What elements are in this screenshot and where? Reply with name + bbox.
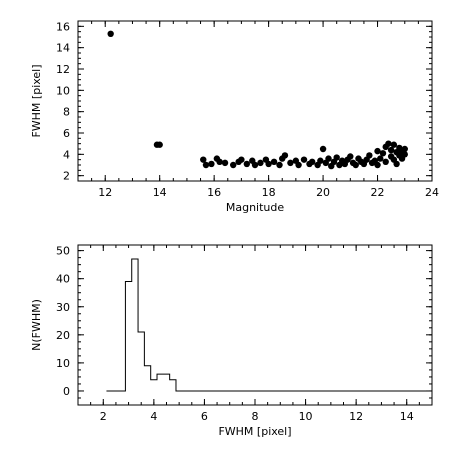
y-tick-label: 14 — [56, 42, 70, 55]
scatter-y-axis-label: FWHM [pixel] — [30, 64, 43, 137]
x-tick-label: 20 — [316, 186, 330, 199]
x-tick-label: 14 — [153, 186, 167, 199]
scatter-point — [366, 152, 373, 159]
scatter-point — [281, 152, 289, 159]
x-tick-label: 8 — [252, 410, 259, 423]
scatter-point — [317, 157, 324, 164]
scatter-point — [257, 159, 264, 167]
scatter-point — [243, 160, 251, 168]
scatter-point — [377, 155, 384, 162]
y-tick-label: 10 — [56, 357, 70, 370]
x-tick-label: 2 — [100, 410, 107, 423]
x-tick-label: 18 — [262, 186, 276, 199]
scatter-point — [352, 161, 359, 169]
x-tick-label: 16 — [207, 186, 221, 199]
x-tick-label: 12 — [98, 186, 112, 199]
scatter-point — [300, 156, 308, 163]
scatter-point — [374, 161, 381, 169]
y-tick-label: 50 — [56, 245, 70, 258]
x-tick-label: 6 — [201, 410, 208, 423]
y-tick-label: 20 — [56, 329, 70, 342]
scatter-point — [374, 147, 381, 155]
scatter-point — [385, 140, 392, 147]
y-tick-label: 16 — [56, 20, 70, 33]
histogram-ticks: 2 4 6 8 10 12 14 0 10 20 30 40 50 — [56, 245, 433, 423]
scatter-x-axis-label: Magnitude — [226, 201, 285, 214]
histogram-y-axis-label: N(FWHM) — [30, 299, 43, 351]
scatter-point — [379, 150, 387, 157]
histogram-x-axis-label: FWHM [pixel] — [218, 425, 291, 438]
x-tick-label: 24 — [425, 186, 439, 199]
scatter-point — [333, 154, 340, 161]
scatter-point — [295, 161, 302, 169]
x-tick-label: 10 — [299, 410, 313, 423]
scatter-point — [276, 161, 283, 169]
scatter-point — [200, 156, 207, 163]
scatter-point — [387, 146, 395, 154]
scatter-point — [208, 160, 215, 168]
scatter-point — [393, 160, 400, 168]
scatter-point — [390, 141, 398, 148]
y-tick-label: 30 — [56, 301, 70, 314]
scatter-point — [308, 158, 316, 165]
x-tick-label: 4 — [150, 410, 157, 423]
scatter-point — [319, 145, 327, 153]
scatter-point — [238, 156, 245, 163]
y-tick-label: 2 — [63, 170, 70, 183]
scatter-point — [287, 159, 294, 167]
scatter-point — [325, 155, 332, 162]
scatter-point — [401, 145, 408, 153]
scatter-points — [107, 30, 408, 170]
scatter-point — [401, 151, 408, 158]
scatter-point — [230, 161, 237, 169]
y-tick-label: 8 — [63, 106, 70, 119]
scatter-point — [216, 158, 223, 165]
y-tick-label: 10 — [56, 84, 70, 97]
y-tick-label: 6 — [63, 127, 70, 140]
histogram-step-line — [106, 258, 432, 392]
scatter-point — [107, 30, 114, 37]
histogram-plot-frame — [77, 244, 433, 406]
scatter-point — [270, 158, 278, 165]
scatter-point — [265, 160, 272, 168]
scatter-point — [202, 161, 210, 169]
scatter-point — [221, 159, 229, 167]
x-tick-label: 22 — [371, 186, 385, 199]
scatter-point — [251, 161, 259, 169]
scatter-point — [156, 141, 163, 148]
x-tick-label: 12 — [349, 410, 363, 423]
y-tick-label: 4 — [63, 148, 70, 161]
y-tick-label: 12 — [56, 63, 70, 76]
scatter-point — [347, 153, 354, 160]
y-tick-label: 40 — [56, 273, 70, 286]
x-tick-label: 14 — [400, 410, 414, 423]
scatter-point — [382, 158, 389, 165]
histogram-panel: 2 4 6 8 10 12 14 0 10 20 30 40 50 FWHM [pixel] N(FWH… — [30, 244, 433, 438]
y-tick-label: 0 — [63, 385, 70, 398]
